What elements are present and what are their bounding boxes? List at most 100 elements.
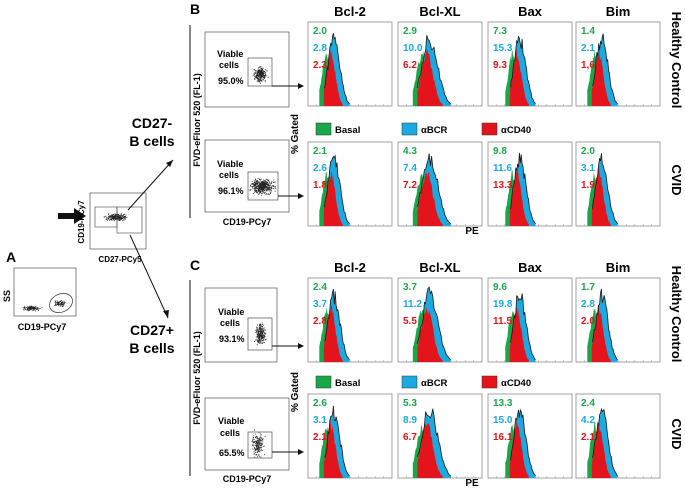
viable-dot bbox=[263, 71, 264, 72]
panel-a-mid-dot bbox=[114, 213, 116, 215]
viable-dot bbox=[262, 331, 264, 333]
histogram-acd40 bbox=[323, 419, 343, 478]
panel-a-mid-dot bbox=[111, 214, 113, 216]
viable-dot bbox=[259, 81, 261, 83]
viable-dot bbox=[260, 335, 262, 337]
viable-dot bbox=[259, 325, 261, 327]
viable-dot bbox=[258, 183, 260, 185]
panel-a-mid-dot bbox=[112, 215, 113, 217]
viable-dot bbox=[263, 327, 265, 329]
viable-dot bbox=[262, 331, 264, 333]
viable-dot bbox=[254, 449, 256, 451]
viable-dot bbox=[259, 187, 261, 189]
viable-dot bbox=[257, 335, 259, 337]
panel-a-scatter-dot bbox=[59, 305, 61, 307]
viable-dot bbox=[255, 190, 257, 191]
panel-a-mid-dot bbox=[113, 215, 115, 217]
viable-dot bbox=[258, 443, 260, 445]
viable-dot bbox=[259, 183, 261, 185]
viable-dot bbox=[263, 179, 265, 181]
percent-value: 9.3 bbox=[493, 60, 507, 71]
panel-b-viable-healthy: Viable cells 95.0% bbox=[204, 31, 290, 108]
viable-dot bbox=[264, 181, 266, 183]
percent-value: 1.8 bbox=[313, 180, 327, 191]
viable-dot bbox=[258, 327, 260, 329]
viable-dot bbox=[258, 189, 259, 191]
viable-dot bbox=[258, 447, 260, 449]
viable-dot bbox=[259, 188, 260, 189]
viable-dot bbox=[267, 185, 269, 187]
viable-dot bbox=[264, 181, 266, 183]
viable-dot bbox=[257, 340, 259, 342]
viable-dot bbox=[254, 447, 256, 449]
percent-value: 3.1 bbox=[313, 415, 327, 426]
viable-dot bbox=[273, 185, 275, 187]
viable-dot bbox=[259, 451, 261, 453]
histogram-acd40 bbox=[417, 48, 443, 106]
viable-dot bbox=[263, 70, 265, 72]
viable-dot bbox=[259, 182, 261, 184]
arrow-to-cd27pos-head bbox=[163, 310, 169, 318]
viable-dot bbox=[257, 329, 259, 331]
viable-dot bbox=[259, 70, 261, 72]
viable-dot bbox=[260, 183, 262, 185]
viable-dot bbox=[267, 182, 269, 184]
viable-dot bbox=[257, 69, 259, 71]
viable-dot bbox=[255, 444, 257, 446]
viable-dot bbox=[257, 332, 259, 333]
viable-dot bbox=[263, 339, 265, 341]
viable-dot bbox=[271, 186, 272, 188]
percent-value: 10.0 bbox=[403, 43, 423, 54]
viable-dot bbox=[264, 334, 266, 336]
viable-dot bbox=[254, 440, 256, 442]
panel-c-arrow-cvid-head bbox=[298, 449, 304, 455]
viable-dot bbox=[261, 184, 263, 186]
panel-a-scatter-dot bbox=[57, 304, 59, 305]
panel-a-mid-dot bbox=[113, 217, 115, 219]
viable-dot bbox=[256, 192, 258, 194]
viable-dot bbox=[265, 178, 267, 180]
viable-label-c-healthy: Viable bbox=[218, 307, 244, 317]
viable-dots-c-healthy bbox=[254, 322, 267, 346]
percent-value: 1,6 bbox=[581, 60, 595, 71]
histogram-outline-cvid bbox=[510, 408, 536, 476]
legend-swatch bbox=[481, 122, 498, 136]
viable-dot bbox=[261, 69, 263, 71]
panel-a-scatter-dot bbox=[27, 306, 29, 308]
panel-a-scatter-dot bbox=[29, 308, 31, 310]
viable-dot bbox=[266, 189, 268, 191]
viable-dot bbox=[254, 186, 256, 188]
panel-a-mid-frame bbox=[89, 192, 147, 250]
viable-dot bbox=[263, 445, 265, 447]
viable-dot bbox=[265, 182, 267, 184]
viable-dot bbox=[260, 194, 262, 196]
panel-a-mid-dot bbox=[114, 217, 116, 219]
viable-dot bbox=[258, 189, 260, 191]
viable-dot bbox=[255, 186, 257, 188]
panel-c-pe-label: PE bbox=[465, 478, 479, 489]
viable-gate-c-cvid bbox=[247, 431, 273, 459]
panel-a-scatter-dot bbox=[32, 309, 34, 311]
panel-a-mid-dot bbox=[112, 219, 114, 221]
viable-dot bbox=[254, 187, 256, 189]
viable-dot bbox=[256, 435, 258, 437]
viable-dot bbox=[258, 451, 260, 452]
panel-a-mid-dot bbox=[124, 216, 126, 218]
viable-dot bbox=[260, 436, 262, 438]
panel-a-scatter-dot bbox=[32, 308, 34, 309]
viable-dot bbox=[261, 187, 263, 189]
panel-a-mid-dot bbox=[115, 216, 117, 218]
viable-dot bbox=[257, 77, 258, 79]
viable-dot bbox=[260, 456, 262, 458]
viable-dot bbox=[262, 188, 264, 190]
panel-a-scatter-dot bbox=[58, 301, 60, 303]
viable-dot bbox=[258, 184, 260, 186]
viable-dot bbox=[267, 189, 269, 191]
viable-dot bbox=[252, 448, 254, 450]
viable-dot bbox=[263, 73, 265, 75]
viable-dot bbox=[256, 71, 258, 72]
viable-dot bbox=[265, 188, 267, 190]
panel-c-arrow-healthy-head bbox=[298, 343, 304, 349]
viable-dot bbox=[253, 439, 255, 440]
panel-a-mid-dot bbox=[116, 214, 117, 216]
